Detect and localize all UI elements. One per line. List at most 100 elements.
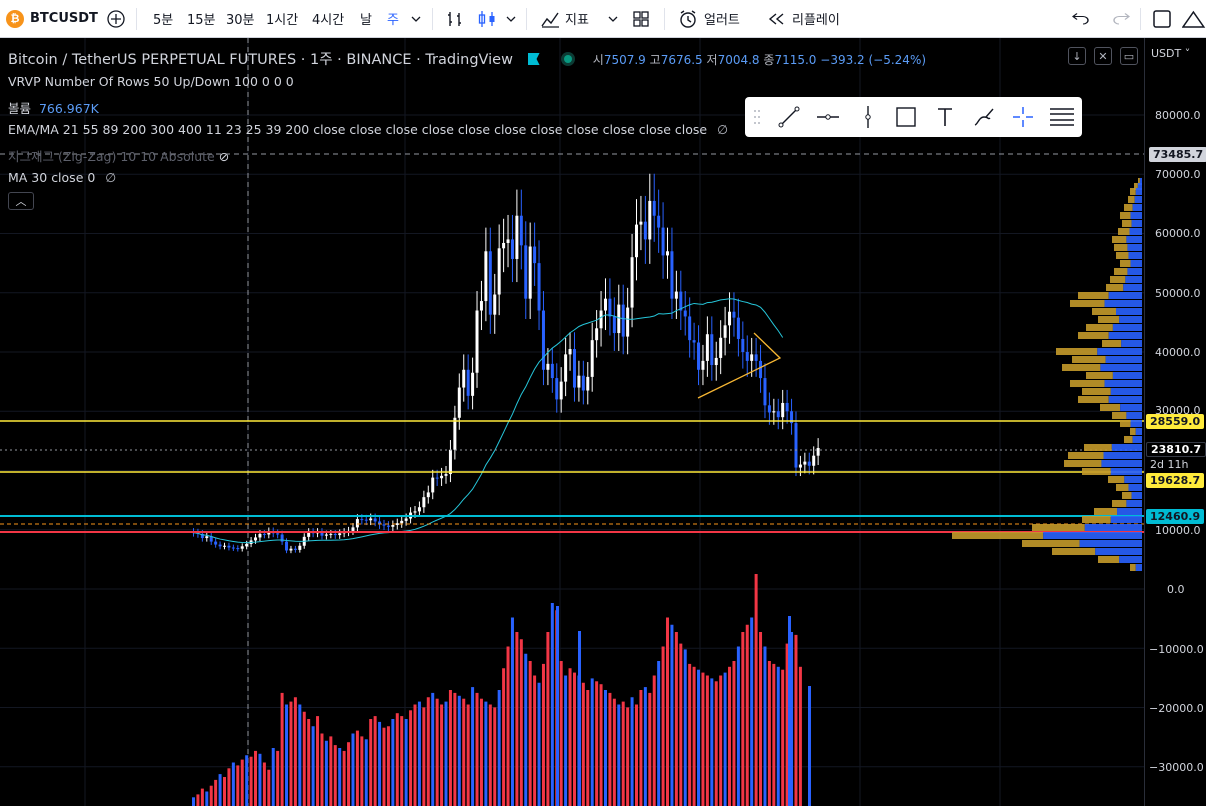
candle-body (577, 375, 581, 388)
interval-30m[interactable]: 30분 (226, 0, 255, 37)
volume-bar (254, 750, 258, 806)
drag-handle[interactable] (747, 101, 767, 133)
pane-maximize-button[interactable]: ▭ (1120, 47, 1138, 65)
interval-4h[interactable]: 4시간 (312, 0, 344, 37)
volume-profile-up (1094, 508, 1118, 515)
pane-close-button[interactable]: ✕ (1094, 47, 1112, 65)
vertical-line-tool[interactable] (852, 101, 884, 133)
candle-body (431, 477, 435, 493)
volume-profile-down (1135, 188, 1142, 195)
volume-bar (714, 681, 718, 806)
volume-profile-up (1082, 388, 1111, 395)
volume-bar (741, 632, 745, 806)
indicators-dropdown[interactable] (608, 0, 618, 37)
candle-body (679, 291, 683, 311)
candle-body (289, 548, 293, 551)
volume-profile-up (1120, 212, 1131, 219)
volume-bar (214, 779, 218, 806)
volume-profile-up (1114, 244, 1128, 251)
vertical-line-icon (865, 106, 871, 128)
trend-line-tool[interactable] (773, 101, 805, 133)
currency-selector[interactable]: USDT ˅ (1151, 47, 1190, 60)
interval-dropdown[interactable] (411, 0, 421, 37)
collapse-legend-button[interactable]: ︿ (8, 192, 34, 210)
volume-profile-down (1124, 476, 1142, 483)
high-value: 7676.5 (660, 53, 703, 67)
indicators-button[interactable]: 지표 (540, 0, 589, 37)
volume-profile-up (1122, 492, 1132, 499)
interval-15m[interactable]: 15분 (187, 0, 216, 37)
chevron-down-icon (608, 16, 618, 22)
market-status-icon (564, 55, 573, 63)
snapshot-button[interactable] (1182, 0, 1206, 37)
volume-profile-down (1100, 364, 1142, 371)
close-icon: ✕ (1098, 49, 1108, 63)
interval-week[interactable]: 주 (387, 0, 399, 37)
redo-button[interactable] (1112, 0, 1130, 37)
brush-tool[interactable] (968, 101, 1000, 133)
alert-button[interactable]: 얼러트 (678, 0, 740, 37)
volume-bar (612, 698, 616, 806)
chart-type-dropdown[interactable] (506, 0, 516, 37)
rewind-icon (768, 12, 784, 25)
interval-5m[interactable]: 5분 (153, 0, 173, 37)
eye-off-icon[interactable]: ⊘ (218, 149, 230, 164)
volume-profile-down (1130, 212, 1142, 219)
flag-icon[interactable] (527, 53, 540, 65)
undo-button[interactable] (1072, 0, 1090, 37)
candle-body (568, 349, 572, 355)
interval-day[interactable]: 날 (360, 0, 372, 37)
open-label: 시 (592, 53, 604, 67)
candle-body (262, 533, 266, 535)
symbol-search-button[interactable]: ₿ BTCUSDT (6, 0, 98, 37)
compare-add-button[interactable] (106, 0, 126, 37)
ma-legend[interactable]: MA 30 close 0 ∅ (8, 170, 116, 185)
candle-body (227, 545, 231, 548)
ohlc-values: 시7507.9 고7676.5 저7004.8 종7115.0 −393.2 (… (593, 53, 926, 67)
bar-style-button[interactable] (446, 0, 464, 37)
replay-button[interactable]: 리플레이 (768, 0, 840, 37)
volume-bar (338, 748, 342, 806)
volume-bar (781, 669, 785, 806)
rectangle-tool[interactable] (890, 101, 922, 133)
pane-down-button[interactable]: ↓ (1068, 47, 1086, 65)
volume-profile-down (1112, 324, 1142, 331)
volume-bar (311, 726, 315, 806)
candle-body (790, 411, 794, 424)
candle-style-button[interactable] (477, 0, 497, 37)
volume-profile-up (1098, 316, 1120, 323)
volume-bar (541, 663, 545, 806)
candle-body (209, 536, 213, 542)
volume-legend[interactable]: 볼륨 766.967K (8, 98, 99, 117)
price-axis[interactable]: USDT ˅ 80000.0 70000.0 60000.0 50000.0 4… (1144, 38, 1206, 806)
text-icon (938, 108, 952, 126)
volume-bar (661, 646, 665, 806)
fullscreen-button[interactable] (1152, 0, 1172, 37)
layout-grid-button[interactable] (632, 0, 650, 37)
volume-bar (280, 692, 284, 806)
more-tools-menu[interactable] (1046, 101, 1078, 133)
ema-legend[interactable]: EMA/MA 21 55 89 200 300 400 11 23 25 39 … (8, 122, 728, 137)
price-chart[interactable] (0, 38, 1144, 806)
volume-bar (395, 713, 399, 806)
zigzag-legend[interactable]: 지그재그 (Zig-Zag) 10 10 Absolute ⊘ (8, 146, 229, 165)
crosshair-tool[interactable] (1007, 101, 1039, 133)
volume-profile-up (1086, 372, 1113, 379)
volume-bar (683, 649, 687, 806)
interval-1h[interactable]: 1시간 (266, 0, 298, 37)
candle-body (254, 537, 258, 541)
volume-bar (320, 733, 324, 806)
candle-body (630, 257, 634, 308)
vrvp-legend[interactable]: VRVP Number Of Rows 50 Up/Down 100 0 0 0 (8, 74, 294, 89)
text-tool[interactable] (929, 101, 961, 133)
volume-profile-up (1062, 364, 1101, 371)
chart-pane[interactable]: Bitcoin / TetherUS PERPETUAL FUTURES · 1… (0, 38, 1144, 806)
high-label: 고 (649, 53, 661, 67)
brush-icon (974, 108, 994, 126)
horizontal-ray-tool[interactable] (812, 101, 844, 133)
chevron-down-icon (411, 16, 421, 22)
volume-profile-up (1092, 308, 1116, 315)
candles-icon (478, 10, 495, 27)
candle-body (652, 200, 656, 216)
volume-bar (413, 704, 417, 806)
